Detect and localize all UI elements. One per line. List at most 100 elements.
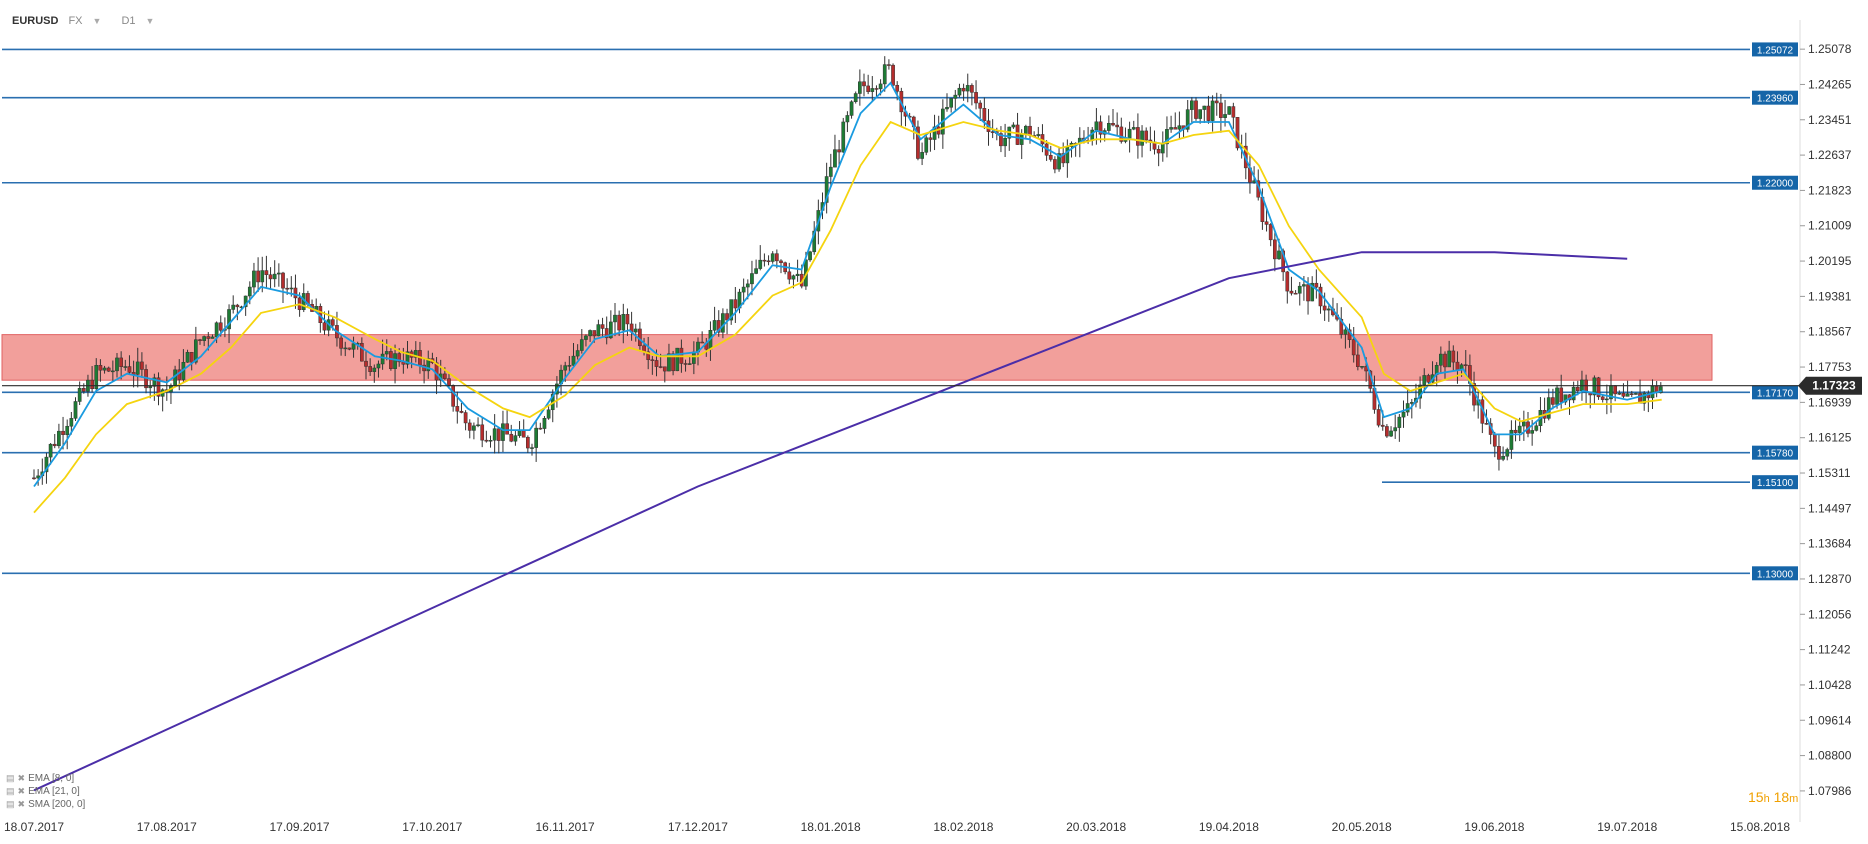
candle-body <box>1024 125 1028 134</box>
candle-body <box>492 428 497 441</box>
candle-body <box>252 270 256 288</box>
candle-body <box>1393 427 1398 432</box>
candle-body <box>646 351 651 360</box>
candle-body <box>1513 429 1518 433</box>
remove-icon[interactable]: ✖ <box>17 786 26 796</box>
interval-dropdown-icon[interactable]: ▼ <box>145 16 155 26</box>
legend-sma200[interactable]: ▤ ✖ SMA [200, 0] <box>6 799 86 810</box>
candle-body <box>364 360 368 367</box>
candle-body <box>592 330 597 337</box>
candle-body <box>1273 239 1277 260</box>
candle-body <box>1127 128 1132 139</box>
candle-body <box>1206 105 1211 121</box>
price-tick-label: 1.09614 <box>1808 713 1852 727</box>
candle-body <box>210 336 215 339</box>
candle-body <box>368 366 372 372</box>
candle-body <box>1003 137 1007 147</box>
candle-body <box>924 137 929 153</box>
candle-body <box>588 330 592 337</box>
candle-body <box>214 322 219 338</box>
candle-body <box>347 347 352 350</box>
candle-body <box>52 443 57 447</box>
candle-body <box>463 412 468 424</box>
candle-body <box>1194 100 1198 119</box>
candle-body <box>530 447 534 449</box>
candle-body <box>945 107 949 110</box>
candle-body <box>1455 361 1460 370</box>
candle-body <box>1169 127 1173 130</box>
candle-body <box>1376 409 1381 426</box>
candle-body <box>928 137 933 140</box>
interval-label[interactable]: D1 <box>121 15 136 27</box>
candle-body <box>480 424 485 441</box>
eye-icon[interactable]: ▤ <box>6 773 15 783</box>
candle-body <box>1658 386 1663 393</box>
candle-body <box>443 373 447 379</box>
level-label: 1.15100 <box>1757 478 1794 489</box>
candle-body <box>1522 421 1526 427</box>
candle-body <box>73 401 78 419</box>
market-dropdown-icon[interactable]: ▼ <box>92 16 102 26</box>
candle-body <box>779 260 783 263</box>
legend-ema8[interactable]: ▤ ✖ EMA [8, 0] <box>6 773 75 784</box>
candle-body <box>1277 250 1281 260</box>
candle-body <box>1302 284 1306 287</box>
level-label: 1.15780 <box>1757 449 1794 460</box>
candle-body <box>828 166 833 177</box>
symbol-label[interactable]: EURUSD <box>12 15 59 27</box>
candle-body <box>1380 424 1385 427</box>
candle-body <box>509 433 514 442</box>
candle-body <box>148 386 153 389</box>
candle-body <box>247 286 252 297</box>
candle-body <box>372 367 377 372</box>
candle-body <box>891 64 895 86</box>
remove-icon[interactable]: ✖ <box>17 799 26 809</box>
candle-body <box>1530 430 1535 434</box>
candle-body <box>1098 121 1103 135</box>
eye-icon[interactable]: ▤ <box>6 786 15 796</box>
candle-body <box>521 429 526 438</box>
candle-body <box>974 92 978 104</box>
price-tick-label: 1.10428 <box>1808 678 1852 692</box>
price-tick-label: 1.16125 <box>1808 431 1852 445</box>
candle-body <box>845 115 850 123</box>
candle-body <box>1447 350 1452 368</box>
candle-body <box>658 366 663 368</box>
candle-body <box>467 422 472 431</box>
candle-body <box>501 423 505 441</box>
candle-body <box>1439 353 1443 366</box>
candle-body <box>1492 434 1497 447</box>
candle-body <box>127 366 132 373</box>
candle-body <box>1605 398 1609 401</box>
legend-ema21[interactable]: ▤ ✖ EMA [21, 0] <box>6 786 80 797</box>
price-tick-label: 1.23451 <box>1808 113 1852 127</box>
candle-body <box>488 440 493 442</box>
remove-icon[interactable]: ✖ <box>17 773 26 783</box>
price-tick-label: 1.12056 <box>1808 607 1852 621</box>
candle-body <box>1555 387 1559 405</box>
date-tick-label: 18.01.2018 <box>801 820 861 834</box>
candle-body <box>1517 425 1522 433</box>
candle-body <box>808 251 812 261</box>
candle-body <box>1451 350 1456 363</box>
level-label: 1.13000 <box>1757 569 1794 580</box>
candle-body <box>625 314 630 325</box>
candle-body <box>1405 403 1410 413</box>
level-tag <box>1752 385 1798 400</box>
candle-body <box>1131 127 1136 130</box>
candle-body <box>1160 143 1165 154</box>
candle-body <box>671 353 675 372</box>
candle-body <box>957 87 962 96</box>
candle-body <box>94 365 99 390</box>
level-label: 1.25072 <box>1757 45 1794 56</box>
candle-body <box>1177 125 1182 130</box>
candle-body <box>111 370 115 373</box>
eye-icon[interactable]: ▤ <box>6 799 15 809</box>
level-tag <box>1752 90 1798 105</box>
candle-body <box>322 322 327 331</box>
candle-body <box>667 353 671 372</box>
candle-body <box>1613 385 1618 395</box>
candle-body <box>609 321 613 339</box>
price-tick-label: 1.20195 <box>1808 254 1852 268</box>
